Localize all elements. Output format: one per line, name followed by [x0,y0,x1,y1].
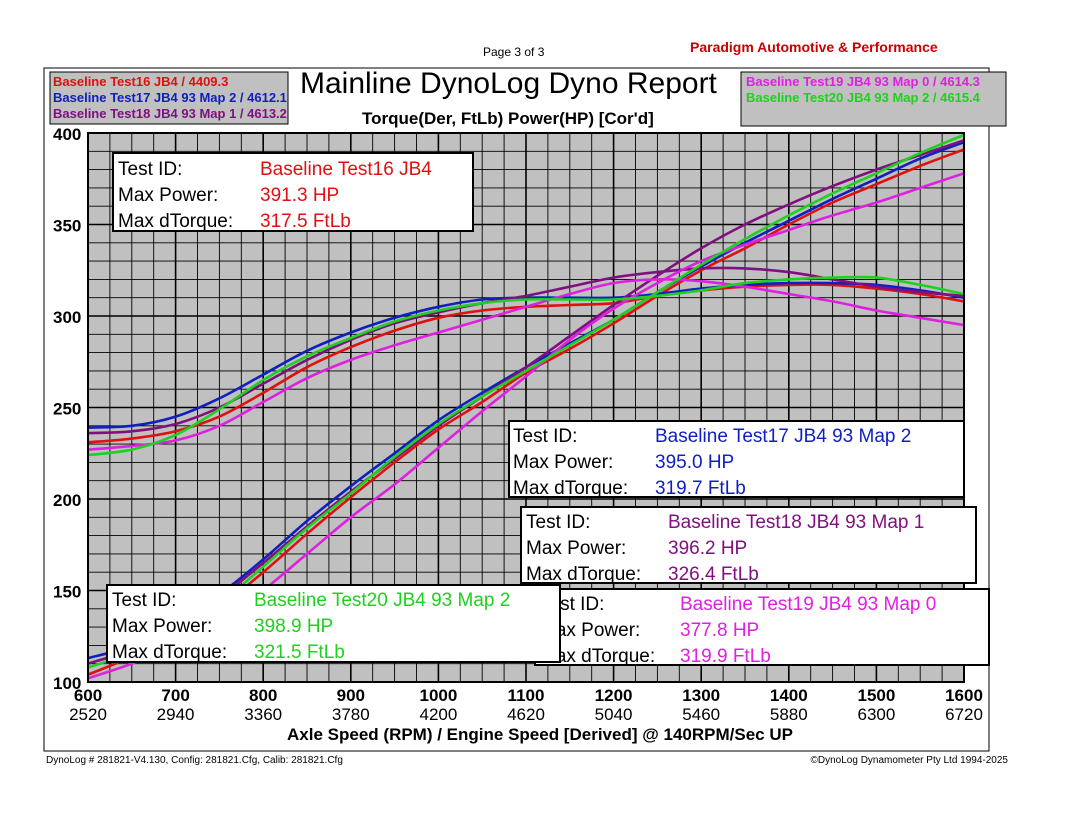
x-tick-label-engine: 2940 [157,705,195,724]
info-max-power: 377.8 HP [680,620,759,641]
x-tick-label-axle: 1200 [595,686,633,705]
info-max-dtorque: 326.4 FtLb [668,564,759,585]
info-label-max-dtorque: Max dTorque: [526,564,641,585]
x-tick-label-engine: 5460 [682,705,720,724]
legend-right: Baseline Test19 JB4 93 Map 0 / 4614.3 Ba… [740,71,1007,127]
x-tick-label-engine: 6720 [945,705,983,724]
legend-entry-test16: Baseline Test16 JB4 / 4409.3 [53,74,228,89]
legend-left: Baseline Test16 JB4 / 4409.3 Baseline Te… [49,71,289,125]
info-test-name: Baseline Test19 JB4 93 Map 0 [680,594,936,615]
x-tick-label-engine: 5040 [595,705,633,724]
x-tick-label-axle: 1100 [508,686,545,705]
info-max-dtorque: 319.9 FtLb [680,646,771,667]
y-tick-label: 150 [53,583,81,602]
info-label-max-dtorque: Max dTorque: [118,211,233,232]
company-name: Paradigm Automotive & Performance [690,39,938,55]
x-tick-label-axle: 600 [74,686,102,705]
info-label-max-power: Max Power: [540,620,640,641]
info-test-name: Baseline Test16 JB4 [260,159,432,180]
info-label-max-power: Max Power: [112,616,212,637]
y-tick-label: 250 [53,400,81,419]
x-axis-label: Axle Speed (RPM) / Engine Speed [Derived… [287,725,793,744]
x-tick-label-axle: 700 [161,686,189,705]
info-label-max-power: Max Power: [526,538,626,559]
x-tick-label-engine: 3360 [244,705,282,724]
info-max-power: 395.0 HP [655,452,734,473]
footer-copyright: ©DynoLog Dynamometer Pty Ltd 1994-2025 [811,755,1009,766]
info-box-test18: Test ID: Max Power: Max dTorque: Baselin… [520,506,977,585]
info-box-test19: Test ID: Max Power: Max dTorque: Baselin… [534,588,990,667]
info-label-max-dtorque: Max dTorque: [540,646,655,667]
y-tick-label: 350 [53,217,81,236]
y-tick-label: 200 [53,491,81,510]
x-tick-label-axle: 1600 [945,686,983,705]
page-label: Page 3 of 3 [483,45,545,59]
report-title: Mainline DynoLog Dyno Report [300,67,718,100]
info-label-test-id: Test ID: [526,512,590,533]
info-test-name: Baseline Test18 JB4 93 Map 1 [668,512,924,533]
info-test-name: Baseline Test20 JB4 93 Map 2 [254,590,510,611]
info-max-power: 398.9 HP [254,616,333,637]
info-max-dtorque: 321.5 FtLb [254,642,345,663]
info-box-test17: Test ID: Max Power: Max dTorque: Baselin… [508,420,965,499]
x-tick-label-axle: 900 [337,686,365,705]
y-axis-ticks: 100 150 200 250 300 350 400 [53,125,81,693]
info-label-max-power: Max Power: [118,185,218,206]
y-tick-label: 400 [53,125,81,144]
info-box-test16: Test ID: Max Power: Max dTorque: Baselin… [112,152,474,232]
info-label-test-id: Test ID: [513,426,577,447]
info-test-name: Baseline Test17 JB4 93 Map 2 [655,426,911,447]
legend-entry-test18: Baseline Test18 JB4 93 Map 1 / 4613.2 [53,106,287,121]
y-tick-label: 100 [53,674,81,693]
x-tick-label-engine: 2520 [69,705,107,724]
plot-border [87,132,965,683]
info-label-max-power: Max Power: [513,452,613,473]
info-max-power: 396.2 HP [668,538,747,559]
info-max-dtorque: 317.5 FtLb [260,211,351,232]
info-label-test-id: Test ID: [112,590,176,611]
info-label-test-id: Test ID: [118,159,182,180]
y-tick-label: 300 [53,308,81,327]
x-tick-label-axle: 1000 [419,686,457,705]
legend-entry-test20: Baseline Test20 JB4 93 Map 2 / 4615.4 [746,90,981,105]
series-baseline-test19-jb4-93-map-0-torque [88,278,964,451]
chart-subtitle: Torque(Der, FtLb) Power(HP) [Cor'd] [362,109,654,128]
info-box-test20: Test ID: Max Power: Max dTorque: Baselin… [106,584,561,663]
series-baseline-test17-jb4-93-map-2-torque [88,281,964,429]
x-tick-label-axle: 1500 [857,686,895,705]
info-max-power: 391.3 HP [260,185,339,206]
info-max-dtorque: 319.7 FtLb [655,478,746,499]
report-frame [43,67,990,752]
legend-entry-test19: Baseline Test19 JB4 93 Map 0 / 4614.3 [746,74,980,89]
x-tick-label-engine: 5880 [770,705,808,724]
x-tick-label-axle: 800 [249,686,277,705]
info-label-max-dtorque: Max dTorque: [112,642,227,663]
legend-left-box [49,71,289,125]
legend-entry-test17: Baseline Test17 JB4 93 Map 2 / 4612.1 [53,90,287,105]
info-label-max-dtorque: Max dTorque: [513,478,628,499]
x-tick-label-engine: 3780 [332,705,370,724]
x-tick-label-engine: 4200 [419,705,457,724]
x-tick-label-engine: 6300 [857,705,895,724]
x-tick-label-axle: 1300 [682,686,720,705]
series-baseline-test20-jb4-93-map-2-torque [88,275,964,457]
x-tick-label-engine: 4620 [507,705,545,724]
footer-config: DynoLog # 281821-V4.130, Config: 281821.… [46,755,343,766]
x-tick-label-axle: 1400 [770,686,808,705]
legend-right-box [740,71,1007,127]
